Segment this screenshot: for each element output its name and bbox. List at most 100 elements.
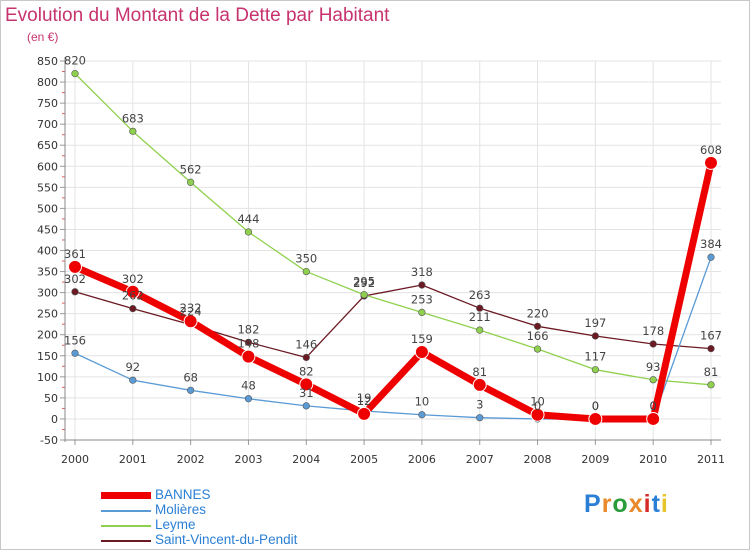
data-label: 232 <box>180 301 202 315</box>
data-point <box>530 407 545 422</box>
y-tick-label: 150 <box>37 350 58 363</box>
data-label: 224 <box>180 305 202 319</box>
data-point <box>129 305 137 313</box>
data-label: 148 <box>237 337 259 351</box>
data-label: 92 <box>125 360 140 374</box>
data-label: 608 <box>700 143 722 157</box>
data-point <box>476 326 484 334</box>
data-label: 263 <box>469 288 491 302</box>
legend-swatch <box>101 540 151 542</box>
data-point <box>187 178 195 186</box>
data-point <box>418 308 426 317</box>
data-label: 302 <box>122 272 144 286</box>
y-tick-label: 100 <box>37 371 58 384</box>
legend-swatch <box>101 525 151 527</box>
logo-letter: i <box>643 490 652 518</box>
data-point <box>129 127 137 135</box>
data-label: 562 <box>180 162 202 176</box>
legend-item: Molières <box>101 502 401 518</box>
data-label: 302 <box>64 272 86 286</box>
data-point <box>472 377 487 392</box>
x-tick-label: 2011 <box>697 453 725 466</box>
data-point <box>649 376 657 384</box>
data-label: 166 <box>527 329 549 343</box>
data-label: 82 <box>299 364 314 378</box>
data-point <box>357 406 372 421</box>
data-label: 178 <box>642 324 664 338</box>
data-label: 48 <box>241 379 256 393</box>
data-label: 117 <box>584 350 606 364</box>
legend-label: Leyme <box>155 517 196 532</box>
data-point <box>707 253 715 261</box>
logo-letter: t <box>651 490 661 518</box>
logo-letter: i <box>660 490 669 518</box>
y-tick-label: 50 <box>44 392 58 405</box>
data-point <box>71 288 79 296</box>
y-tick-label: 0 <box>51 413 58 426</box>
data-point <box>244 338 253 346</box>
y-tick-label: 250 <box>37 308 58 321</box>
data-point <box>129 376 137 384</box>
y-tick-label: 850 <box>37 55 58 68</box>
data-label: 0 <box>650 399 657 413</box>
legend-label: Molières <box>155 502 207 517</box>
y-tick-label: 750 <box>37 97 58 110</box>
logo-letter: r <box>601 490 613 518</box>
y-tick-label: 400 <box>37 245 58 258</box>
chart-title: Evolution du Montant de la Dette par Hab… <box>5 5 390 26</box>
data-label: 0 <box>592 399 599 413</box>
data-label: 820 <box>64 54 86 68</box>
legend-label: Saint-Vincent-du-Pendit <box>155 532 298 547</box>
y-tick-label: 550 <box>37 181 58 194</box>
data-point <box>591 332 599 340</box>
data-point <box>183 314 198 329</box>
y-tick-label: 700 <box>37 118 58 131</box>
data-point <box>302 353 310 362</box>
logo-letter: o <box>612 490 629 518</box>
data-label: 253 <box>411 292 433 306</box>
data-point <box>71 349 79 357</box>
data-point <box>360 291 368 299</box>
series-line-saint-vincent-du-pendit <box>74 284 712 359</box>
data-point <box>591 366 599 374</box>
data-label: 10 <box>415 395 430 409</box>
y-tick-label: 650 <box>37 139 58 152</box>
y-tick-label: 600 <box>37 160 58 173</box>
data-point <box>125 284 140 299</box>
data-point <box>707 381 715 389</box>
data-label: 10 <box>530 395 545 409</box>
proxiti-logo: Proxiti <box>584 490 669 519</box>
y-tick-label: 450 <box>37 223 58 236</box>
data-point <box>302 267 310 276</box>
legend-label: BANNES <box>155 487 211 502</box>
y-tick-label: -50 <box>40 434 58 447</box>
data-label: 350 <box>295 252 317 266</box>
data-label: 211 <box>469 310 491 324</box>
data-point <box>241 349 256 364</box>
y-tick-label: 200 <box>37 329 58 342</box>
data-label: 156 <box>64 333 86 347</box>
data-point <box>649 340 657 348</box>
data-point <box>299 377 314 392</box>
y-tick-label: 350 <box>37 266 58 279</box>
legend-swatch <box>101 510 151 512</box>
series-line-leyme <box>74 72 712 386</box>
logo-letter: x <box>628 490 644 518</box>
chart-legend: BANNES Molières Leyme Saint-Vincent-du-Pend… <box>101 487 401 548</box>
data-point <box>414 344 429 359</box>
x-tick-label: 2010 <box>639 453 667 466</box>
data-point <box>476 414 484 422</box>
data-label: 19 <box>357 391 372 405</box>
data-label: 444 <box>237 212 259 226</box>
x-tick-label: 2006 <box>408 453 436 466</box>
series-line-moli-res <box>74 256 712 420</box>
data-point <box>476 304 484 312</box>
data-label: 683 <box>122 111 144 125</box>
data-point <box>187 386 195 394</box>
data-label: 0 <box>592 399 599 413</box>
data-label: 220 <box>527 306 549 320</box>
legend-swatch <box>101 492 151 499</box>
data-label: 262 <box>122 289 144 303</box>
data-label: 167 <box>700 329 722 343</box>
